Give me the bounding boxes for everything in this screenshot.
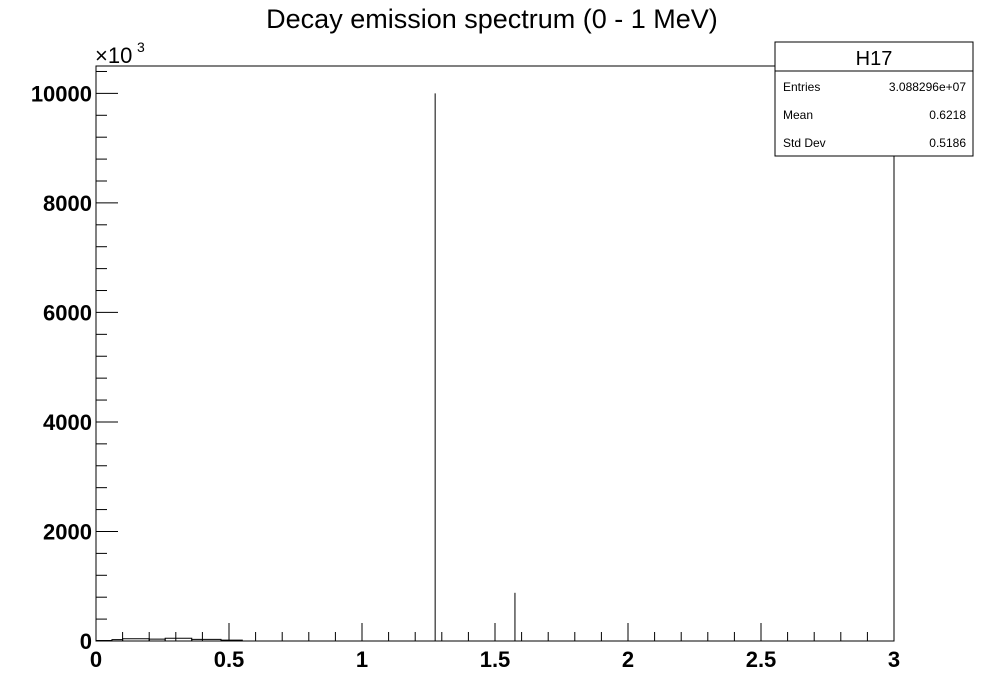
stats-mean-label: Mean [783, 108, 813, 122]
x-tick-label-4: 2 [622, 647, 634, 672]
x-tick-label-2: 1 [356, 647, 368, 672]
x-axis: 0 0.5 1 1.5 2 2.5 3 [90, 623, 900, 672]
chart-title: Decay emission spectrum (0 - 1 MeV) [266, 4, 718, 34]
y-tick-label-0: 0 [80, 629, 92, 654]
y-tick-label-5: 10000 [31, 81, 92, 106]
continuum-bin-6 [220, 639, 243, 641]
stats-entries-value: 3.088296e+07 [889, 80, 966, 94]
histogram-bars [95, 93, 516, 641]
y-tick-label-2: 4000 [43, 410, 92, 435]
plot-frame [95, 65, 895, 642]
stats-title: H17 [856, 48, 893, 70]
x-tick-label-6: 3 [888, 647, 900, 672]
y-multiplier-base: ×10 [95, 43, 132, 68]
y-tick-label-1: 2000 [43, 519, 92, 544]
y-tick-label-4: 8000 [43, 191, 92, 216]
stats-box: H17 Entries 3.088296e+07 Mean 0.6218 Std… [774, 41, 974, 157]
stats-stddev-label: Std Dev [783, 136, 826, 150]
x-tick-label-0: 0 [90, 647, 102, 672]
y-axis-multiplier: ×10 3 [95, 39, 145, 68]
stats-entries-label: Entries [783, 80, 820, 94]
stats-mean-value: 0.6218 [929, 108, 966, 122]
stats-box-frame [774, 41, 974, 157]
x-tick-label-1: 0.5 [214, 647, 245, 672]
y-axis: 0 2000 4000 6000 8000 10000 [31, 70, 118, 654]
y-tick-label-3: 6000 [43, 300, 92, 325]
y-multiplier-exponent: 3 [137, 39, 145, 55]
x-tick-label-3: 1.5 [480, 647, 511, 672]
x-tick-label-5: 2.5 [746, 647, 777, 672]
stats-stddev-value: 0.5186 [929, 136, 966, 150]
